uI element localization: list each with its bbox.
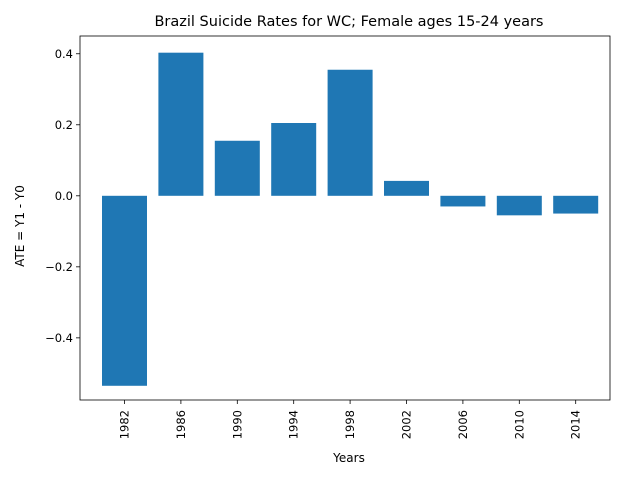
x-tick-label: 1982 [118, 410, 132, 439]
x-axis-label: Years [332, 451, 365, 465]
bar-2010 [496, 195, 542, 216]
y-tick-label: 0.0 [55, 189, 73, 203]
bar-1986 [158, 52, 204, 196]
bar-1998 [327, 69, 373, 196]
plot-frame [79, 35, 611, 401]
y-tick-label: 0.4 [55, 47, 73, 61]
x-tick-label: 2002 [400, 410, 414, 439]
bar-2002 [384, 180, 429, 196]
y-tick-label: −0.4 [45, 331, 73, 345]
bar-1990 [214, 140, 260, 196]
bar-2014 [553, 195, 599, 214]
x-tick-label: 2014 [569, 410, 583, 439]
y-axis-label: ATE = Y1 - Y0 [13, 185, 27, 267]
bar-1994 [271, 123, 317, 196]
y-tick-label: −0.2 [45, 260, 73, 274]
x-tick-label: 1986 [174, 410, 188, 439]
bar-1982 [102, 195, 147, 386]
x-tick-label: 1990 [230, 410, 244, 439]
bar-2006 [440, 195, 486, 207]
x-tick-label: 2010 [512, 410, 526, 439]
y-tick-label: 0.2 [55, 118, 73, 132]
chart-title: Brazil Suicide Rates for WC; Female ages… [154, 14, 543, 30]
x-tick-label: 1994 [287, 410, 301, 439]
axes-group: 1982 1986 1990 1994 1998 2002 2006 2010 2014 −0.4… [45, 35, 611, 439]
x-tick-label: 2006 [456, 410, 470, 439]
bars-group [102, 52, 599, 386]
x-tick-label: 1998 [343, 410, 357, 439]
